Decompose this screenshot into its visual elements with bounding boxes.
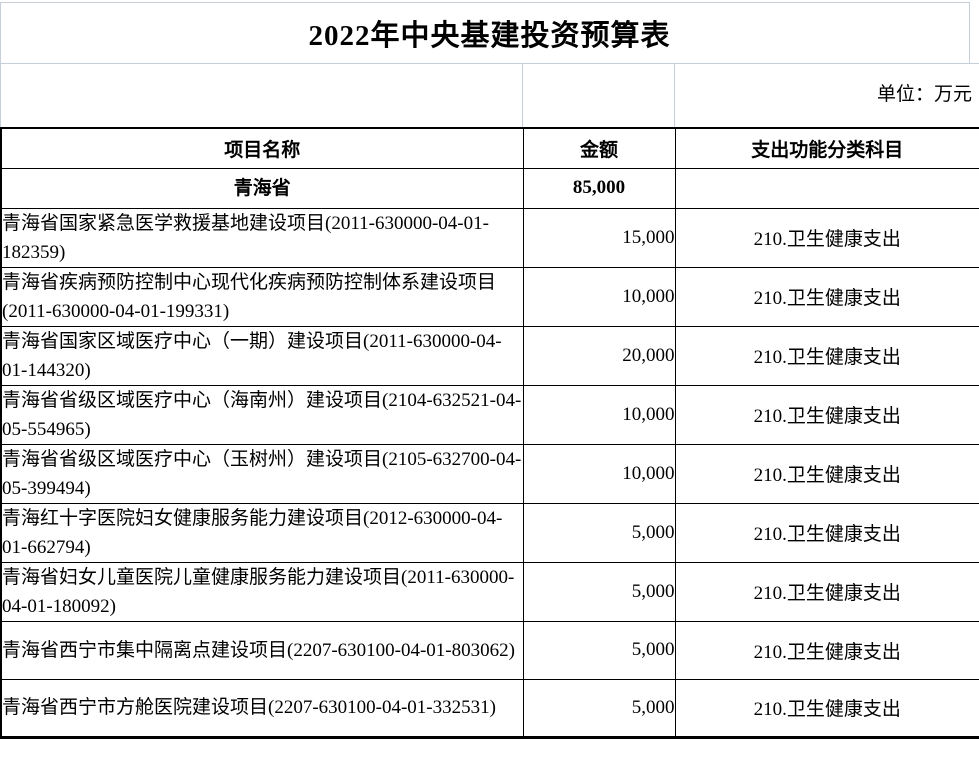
table-row: 青海省省级区域医疗中心（海南州）建设项目(2104-632521-04-05-5… [0, 384, 979, 445]
gridline-left [0, 2, 1, 127]
table-row: 青海省国家紧急医学救援基地建设项目(2011-630000-04-01-1823… [0, 207, 979, 268]
amount-cell: 5,000 [522, 678, 676, 738]
table-row: 青海省疾病预防控制中心现代化疾病预防控制体系建设项目(2011-630000-0… [0, 266, 979, 327]
table-row: 青海省西宁市集中隔离点建设项目(2207-630100-04-01-803062… [0, 620, 979, 680]
col-header-project-name: 项目名称 [0, 127, 524, 169]
amount-cell: 5,000 [522, 620, 676, 680]
summary-province-amount: 85,000 [522, 167, 676, 209]
project-name-cell: 青海省西宁市集中隔离点建设项目(2207-630100-04-01-803062… [0, 620, 524, 680]
gridline-unit-col1 [522, 63, 523, 127]
project-name-cell: 青海红十字医院妇女健康服务能力建设项目(2012-630000-04-01-66… [0, 502, 524, 563]
amount-cell: 10,000 [522, 443, 676, 504]
table-body: 青海省 85,000 青海省国家紧急医学救援基地建设项目(2011-630000… [0, 167, 979, 738]
header-row: 项目名称 金额 支出功能分类科目 [0, 127, 979, 169]
page-title: 2022年中央基建投资预算表 [308, 19, 671, 52]
project-name-cell: 青海省国家紧急医学救援基地建设项目(2011-630000-04-01-1823… [0, 207, 524, 268]
gridline-title-right [969, 2, 970, 63]
category-cell: 210.卫生健康支出 [674, 207, 979, 268]
title-area: 2022年中央基建投资预算表 [0, 2, 979, 63]
amount-cell: 20,000 [522, 325, 676, 386]
amount-cell: 10,000 [522, 384, 676, 445]
col-header-category: 支出功能分类科目 [674, 127, 979, 169]
budget-table: 项目名称 金额 支出功能分类科目 青海省 85,000 青海省国家紧急医学救援基… [0, 127, 979, 739]
table-row: 青海省省级区域医疗中心（玉树州）建设项目(2105-632700-04-05-3… [0, 443, 979, 504]
table-row: 青海红十字医院妇女健康服务能力建设项目(2012-630000-04-01-66… [0, 502, 979, 563]
amount-cell: 10,000 [522, 266, 676, 327]
project-name-cell: 青海省疾病预防控制中心现代化疾病预防控制体系建设项目(2011-630000-0… [0, 266, 524, 327]
unit-label: 单位：万元 [876, 84, 972, 105]
project-name-cell: 青海省妇女儿童医院儿童健康服务能力建设项目(2011-630000-04-01-… [0, 561, 524, 622]
project-name-cell: 青海省省级区域医疗中心（玉树州）建设项目(2105-632700-04-05-3… [0, 443, 524, 504]
project-name-cell: 青海省省级区域医疗中心（海南州）建设项目(2104-632521-04-05-5… [0, 384, 524, 445]
gridline-unit-col2 [674, 63, 675, 127]
category-cell: 210.卫生健康支出 [674, 384, 979, 445]
amount-cell: 5,000 [522, 502, 676, 563]
summary-row: 青海省 85,000 [0, 167, 979, 209]
gridline-under-title [0, 63, 979, 64]
summary-province-category [674, 167, 979, 209]
category-cell: 210.卫生健康支出 [674, 502, 979, 563]
gridline-top [0, 2, 970, 3]
project-name-cell: 青海省西宁市方舱医院建设项目(2207-630100-04-01-332531) [0, 678, 524, 738]
category-cell: 210.卫生健康支出 [674, 678, 979, 738]
table-row: 青海省国家区域医疗中心（一期）建设项目(2011-630000-04-01-14… [0, 325, 979, 386]
category-cell: 210.卫生健康支出 [674, 443, 979, 504]
category-cell: 210.卫生健康支出 [674, 620, 979, 680]
table-row: 青海省西宁市方舱医院建设项目(2207-630100-04-01-332531)… [0, 678, 979, 738]
table-row: 青海省妇女儿童医院儿童健康服务能力建设项目(2011-630000-04-01-… [0, 561, 979, 622]
category-cell: 210.卫生健康支出 [674, 325, 979, 386]
amount-cell: 15,000 [522, 207, 676, 268]
project-name-cell: 青海省国家区域医疗中心（一期）建设项目(2011-630000-04-01-14… [0, 325, 524, 386]
summary-province-name: 青海省 [0, 167, 524, 209]
amount-cell: 5,000 [522, 561, 676, 622]
category-cell: 210.卫生健康支出 [674, 561, 979, 622]
col-header-amount: 金额 [522, 127, 676, 169]
category-cell: 210.卫生健康支出 [674, 266, 979, 327]
